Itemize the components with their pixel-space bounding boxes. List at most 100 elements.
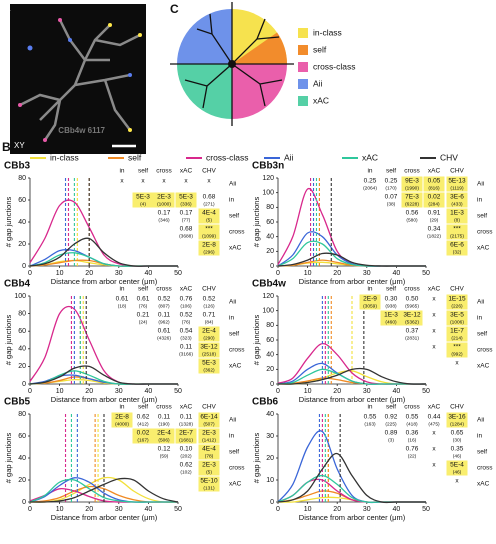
table-value: 1E-7: [450, 328, 464, 335]
x-tick-label: 50: [422, 388, 430, 395]
table-row-label: cross: [477, 347, 493, 354]
table-count: (1990): [405, 185, 419, 191]
curve: [277, 252, 426, 267]
x-tick-label: 10: [56, 270, 64, 277]
x-tick-label: 50: [174, 270, 182, 277]
table-value: 3E-12: [403, 312, 421, 319]
x-tick-label: 40: [145, 388, 153, 395]
y-axis-label: # gap junctions: [4, 433, 13, 484]
table-count: (163): [364, 421, 376, 427]
highlight: [446, 460, 468, 476]
highlight: [446, 412, 468, 428]
table-row-label: self: [477, 213, 487, 220]
y-tick-label: 60: [266, 337, 274, 344]
table-value: 1E-3: [450, 210, 464, 217]
x-tick-label: 40: [145, 506, 153, 513]
table-count: (323): [180, 335, 192, 341]
table-count: (4326): [157, 335, 171, 341]
table-count: (78): [205, 453, 214, 459]
table-row-label: Aii: [229, 181, 236, 188]
x-tick-label: 20: [85, 506, 93, 513]
table-header: self: [386, 168, 396, 175]
table-count: (507): [203, 421, 215, 427]
table-value: 0.71: [203, 312, 216, 319]
x-tick-label: 20: [333, 506, 341, 513]
table-count: (418): [406, 421, 418, 427]
table-value: 3E-5: [450, 312, 464, 319]
table-header: cross: [404, 404, 420, 411]
x-tick-label: 0: [28, 270, 32, 277]
table-count: (1412): [202, 437, 216, 443]
cross-class-puncta: [18, 18, 62, 142]
table-header: xAC: [428, 168, 441, 175]
table-value: 0.36: [406, 430, 419, 437]
table-value: 5E-3: [202, 360, 216, 367]
table-count: (5): [206, 217, 212, 223]
table-header: self: [386, 286, 396, 293]
chart-title: CBb3: [4, 161, 31, 172]
y-tick-label: 20: [266, 366, 274, 373]
y-tick-label: 0: [270, 263, 274, 270]
highlight: [401, 192, 423, 208]
legend-label: Aii: [284, 152, 294, 162]
highlight: [401, 176, 423, 192]
table-value: 0.68: [180, 226, 193, 233]
table-count: (18): [118, 303, 127, 309]
table-value: ***: [453, 344, 461, 351]
y-tick-label: 60: [18, 433, 26, 440]
table-value: 0.76: [180, 296, 193, 303]
table-value: 0.62: [180, 462, 193, 469]
table-value: 0.17: [158, 210, 171, 217]
table-count: (4000): [115, 421, 129, 427]
chart-title: CBb6: [252, 397, 279, 408]
y-tick-label: 40: [266, 234, 274, 241]
y-tick-label: 0: [270, 381, 274, 388]
diagram-label: cross-class: [313, 61, 356, 71]
table-count: (580): [406, 217, 418, 223]
highlight: [198, 224, 220, 240]
table-header: in: [119, 286, 124, 293]
y-axis-label: # gap junctions: [4, 315, 13, 366]
table-row-label: self: [229, 449, 239, 456]
table-count: (412): [137, 421, 149, 427]
table-row-label: Aii: [229, 417, 236, 424]
highlight: [380, 310, 402, 326]
table-count: (126): [203, 303, 215, 309]
diagram: in-class self cross-class Aii xAC: [170, 2, 356, 126]
table-header: in: [367, 168, 372, 175]
table-value: 2E-8: [202, 242, 216, 249]
y-tick-label: 40: [266, 352, 274, 359]
diagram-swatch: [298, 45, 308, 55]
table-value: 0.91: [428, 210, 441, 217]
table-value: 2E-3: [202, 462, 216, 469]
table-row-label: xAC: [477, 363, 490, 370]
table-header: self: [138, 404, 148, 411]
x-tick-label: 10: [304, 388, 312, 395]
table-count: (24): [139, 319, 148, 325]
table-count: (346): [158, 217, 170, 223]
table-value: 0.35: [451, 446, 464, 453]
x-axis-label: Distance from arbor center (μm): [299, 277, 406, 286]
table-value: 4E-4: [202, 210, 216, 217]
chart: CBb3n # gap junctions Distance from arbor …: [252, 161, 493, 286]
x-tick-label: 50: [422, 506, 430, 513]
table-header: xAC: [180, 168, 193, 175]
table-value: 0.54: [180, 328, 193, 335]
table-count: (22): [408, 453, 417, 459]
table-value: 0.05: [428, 178, 441, 185]
y-tick-label: 0: [22, 499, 26, 506]
table-value: x: [432, 312, 436, 319]
diagram-label: self: [313, 44, 327, 54]
table-count: (131): [203, 485, 215, 491]
table-value: 2E-9: [363, 296, 377, 303]
x-axis-label: Distance from arbor center (μm): [299, 513, 406, 522]
wedge: [232, 64, 287, 119]
image-plane: XY: [14, 141, 25, 150]
x-tick-label: 20: [333, 388, 341, 395]
table-count: (225): [385, 421, 397, 427]
table-count: (5965): [405, 303, 419, 309]
table-value: 9E-3: [405, 178, 419, 185]
table-value: x: [120, 178, 124, 185]
table-count: (190): [158, 421, 170, 427]
